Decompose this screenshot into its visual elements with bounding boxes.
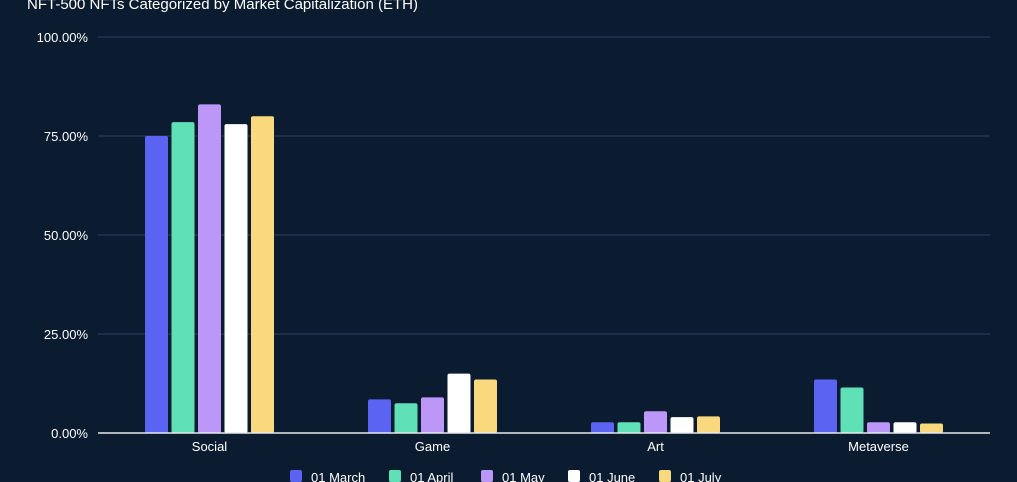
- y-tick-label: 25.00%: [44, 327, 89, 342]
- bar: [171, 122, 195, 433]
- bar: [447, 373, 471, 433]
- legend-label: 01 July: [680, 470, 722, 482]
- x-axis-category-labels: Social Game Art Metaverse: [192, 439, 909, 454]
- legend-label: 01 March: [311, 470, 365, 482]
- y-tick-label: 50.00%: [44, 228, 89, 243]
- bar: [814, 379, 837, 433]
- x-tick-label: Social: [192, 439, 228, 454]
- bars: [145, 104, 943, 434]
- legend-swatch: [481, 470, 493, 482]
- bar: [867, 422, 890, 433]
- y-tick-label: 75.00%: [44, 129, 89, 144]
- bar: [251, 116, 274, 433]
- x-tick-label: Metaverse: [848, 439, 909, 454]
- bar: [421, 397, 444, 433]
- x-tick-label: Game: [415, 439, 450, 454]
- bar: [840, 387, 864, 433]
- legend-swatch: [290, 470, 302, 482]
- bar: [644, 411, 667, 433]
- legend-swatch: [389, 470, 401, 482]
- chart-title: NFT-500 NFTs Categorized by Market Capit…: [27, 0, 418, 13]
- legend-label: 01 June: [589, 470, 635, 482]
- bar: [394, 403, 418, 433]
- legend-label: 01 May: [502, 470, 545, 482]
- bar: [893, 422, 917, 433]
- bar: [145, 136, 168, 433]
- bar: [670, 417, 694, 433]
- legend: 01 March 01 April 01 May 01 June 01 July: [290, 470, 722, 482]
- legend-swatch: [659, 470, 671, 482]
- legend-label: 01 April: [410, 470, 453, 482]
- y-tick-label: 100.00%: [37, 30, 89, 45]
- bar: [474, 379, 497, 433]
- bar: [198, 104, 221, 433]
- bar: [920, 423, 943, 433]
- y-axis-ticks: 0.00% 25.00% 50.00% 75.00% 100.00%: [37, 30, 89, 441]
- bar: [697, 416, 720, 433]
- bar: [617, 422, 641, 433]
- y-tick-label: 0.00%: [51, 426, 88, 441]
- legend-swatch: [568, 470, 580, 482]
- x-tick-label: Art: [647, 439, 664, 454]
- bar: [368, 399, 391, 433]
- bar: [224, 124, 248, 434]
- bar: [591, 422, 614, 433]
